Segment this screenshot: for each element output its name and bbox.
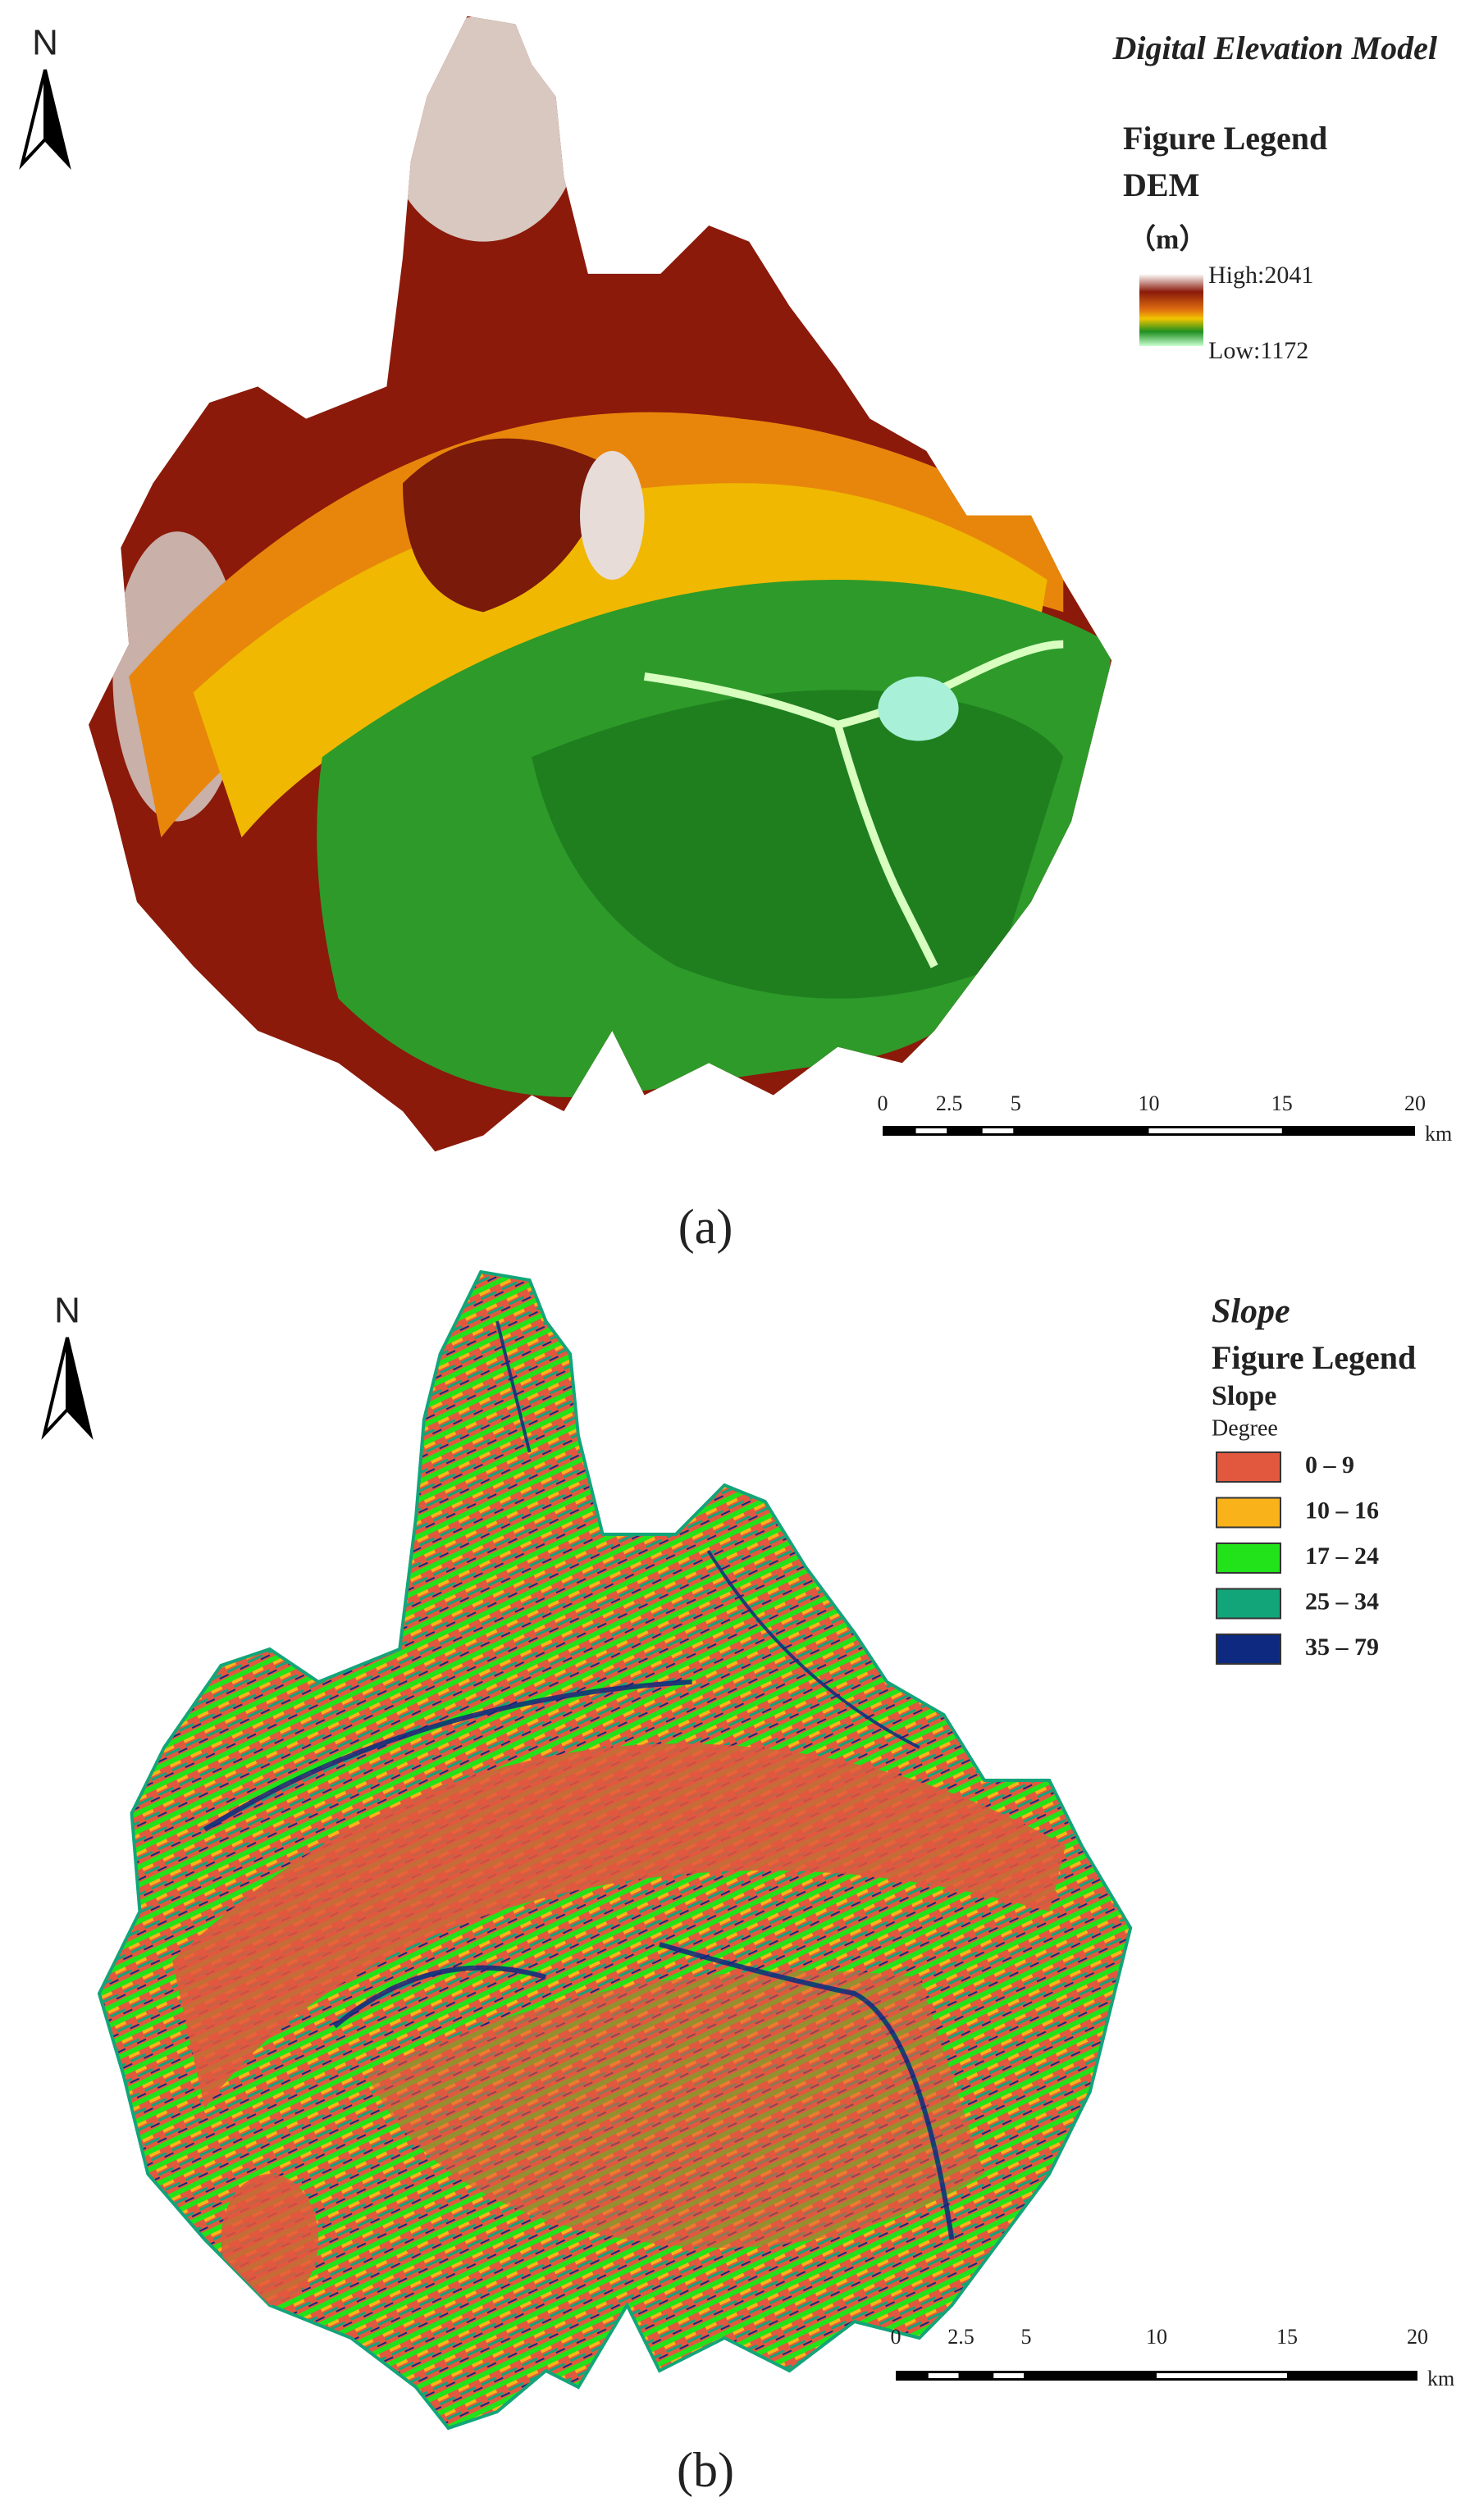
scale-bar-segment (928, 2373, 959, 2378)
north-arrow (41, 1337, 69, 1440)
dem-map (89, 16, 1112, 1152)
legend-unit: （m） (1128, 223, 1207, 255)
legend-high: High:2041 (1208, 262, 1313, 289)
scale-bar-label: 0 (878, 1091, 888, 1115)
slope-map (97, 1270, 1133, 2430)
legend-subtitle: Slope (1212, 1381, 1276, 1411)
scale-bar-label: 10 (1146, 2325, 1167, 2349)
north-label: N (32, 23, 58, 63)
panel-caption: (b) (677, 2443, 734, 2497)
scale-bar-label: 10 (1139, 1091, 1160, 1115)
legend-label: 25 – 34 (1305, 1588, 1379, 1615)
legend-title: Figure Legend (1123, 120, 1327, 157)
scale-bar-segment (1157, 2373, 1287, 2378)
legend-swatch (1216, 1497, 1281, 1529)
legend-label: 35 – 79 (1305, 1634, 1379, 1661)
scale-bar-label: 2.5 (936, 1091, 963, 1115)
scale-bar-label: 0 (891, 2325, 902, 2349)
scale-bar-segment (1148, 1128, 1282, 1133)
panel-caption: (a) (678, 1200, 733, 1254)
map-title: Slope (1212, 1293, 1290, 1331)
legend-label: 17 – 24 (1305, 1543, 1379, 1570)
scale-bar-label: 20 (1407, 2325, 1428, 2349)
north-label: N (54, 1291, 80, 1331)
scale-bar-label: 15 (1271, 1091, 1293, 1115)
scale-bar-label: 5 (1021, 2325, 1032, 2349)
legend-swatch (1216, 1634, 1281, 1665)
legend-title: Figure Legend (1212, 1339, 1416, 1376)
map-title: Digital Elevation Model (1112, 30, 1437, 66)
scale-bar-label: 15 (1276, 2325, 1298, 2349)
legend-ramp (1139, 274, 1203, 346)
scale-bar-segment (915, 1128, 947, 1133)
scale-bar-label: 2.5 (947, 2325, 975, 2349)
north-arrow-half (43, 69, 71, 170)
legend-unit: Degree (1212, 1415, 1278, 1441)
north-arrow-half (66, 1337, 94, 1440)
scale-bar-label: 5 (1011, 1091, 1021, 1115)
scale-bar-segment (982, 1128, 1014, 1133)
scale-bar-unit: km (1427, 2367, 1454, 2390)
legend-low: Low:1172 (1208, 337, 1308, 364)
scale-bar-label: 20 (1404, 1091, 1426, 1115)
scale-bar-unit: km (1425, 1122, 1452, 1146)
legend-label: 10 – 16 (1305, 1497, 1379, 1524)
legend-swatch (1216, 1543, 1281, 1574)
scale-bar-segment (993, 2373, 1024, 2378)
north-arrow (19, 69, 47, 170)
legend-subtitle: DEM (1123, 166, 1199, 203)
legend-label: 0 – 9 (1305, 1451, 1354, 1479)
legend-swatch (1216, 1588, 1281, 1620)
legend-swatch (1216, 1451, 1281, 1483)
